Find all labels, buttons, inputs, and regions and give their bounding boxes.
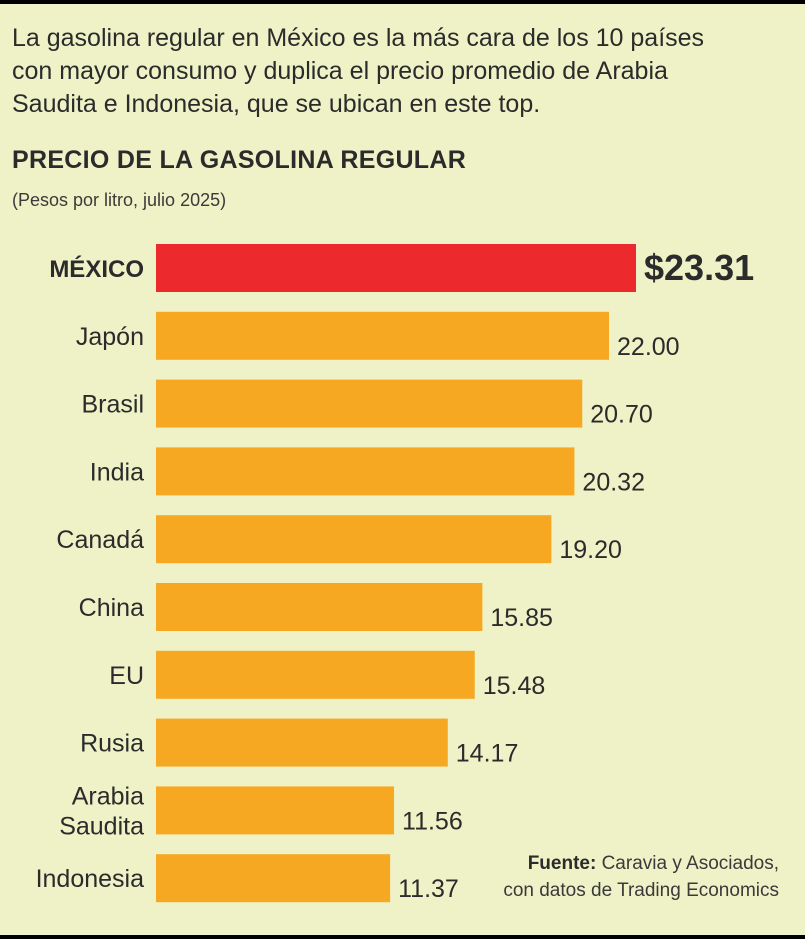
category-label-3: India (90, 458, 144, 486)
category-label-0: MÉXICO (49, 255, 144, 283)
value-label-0: $23.31 (644, 247, 754, 288)
bar-9 (156, 854, 391, 903)
bar-0 (156, 244, 636, 292)
source-line-2: con datos de Trading Economics (503, 880, 779, 901)
value-label-6: 15.48 (483, 672, 546, 700)
top-border (0, 0, 805, 4)
source-line-1: Caravia y Asociados, (601, 853, 779, 874)
intro-line-2: con mayor consumo y duplica el precio pr… (12, 57, 668, 85)
category-label-7: Rusia (80, 730, 144, 758)
bar-5 (156, 583, 483, 631)
bar-7 (156, 718, 448, 767)
intro-line-1: La gasolina regular en México es la más … (12, 24, 705, 52)
category-label-9: Indonesia (36, 865, 145, 893)
bar-2 (156, 379, 583, 428)
value-label-2: 20.70 (590, 401, 653, 429)
chart-subtitle: (Pesos por litro, julio 2025) (12, 190, 227, 210)
bar-4 (156, 515, 552, 564)
category-label-8: Arabia Saudita (59, 782, 144, 840)
value-label-5: 15.85 (490, 604, 553, 632)
intro-line-3: Saudita e Indonesia, que se ubican en es… (12, 90, 541, 118)
intro-text: La gasolina regular en México es la más … (12, 22, 792, 121)
bar-1 (156, 311, 610, 360)
category-label-4: Canadá (56, 526, 144, 554)
value-label-8: 11.56 (402, 807, 463, 835)
category-label-2: Brasil (81, 391, 144, 419)
category-label-6: EU (109, 662, 144, 690)
source-note: Fuente: Caravia y Asociados, con datos d… (503, 850, 779, 904)
value-label-7: 14.17 (456, 740, 519, 768)
value-label-1: 22.00 (617, 333, 680, 361)
chart-title: PRECIO DE LA GASOLINA REGULAR (12, 146, 467, 174)
value-label-4: 19.20 (559, 536, 622, 564)
value-label-3: 20.32 (582, 468, 645, 496)
bottom-border (0, 935, 805, 939)
source-label: Fuente: (527, 853, 597, 874)
category-label-1: Japón (76, 323, 144, 351)
bar-3 (156, 447, 575, 496)
category-label-5: China (79, 594, 144, 622)
value-label-9: 11.37 (398, 875, 459, 903)
bar-8 (156, 786, 395, 835)
bar-6 (156, 650, 475, 699)
